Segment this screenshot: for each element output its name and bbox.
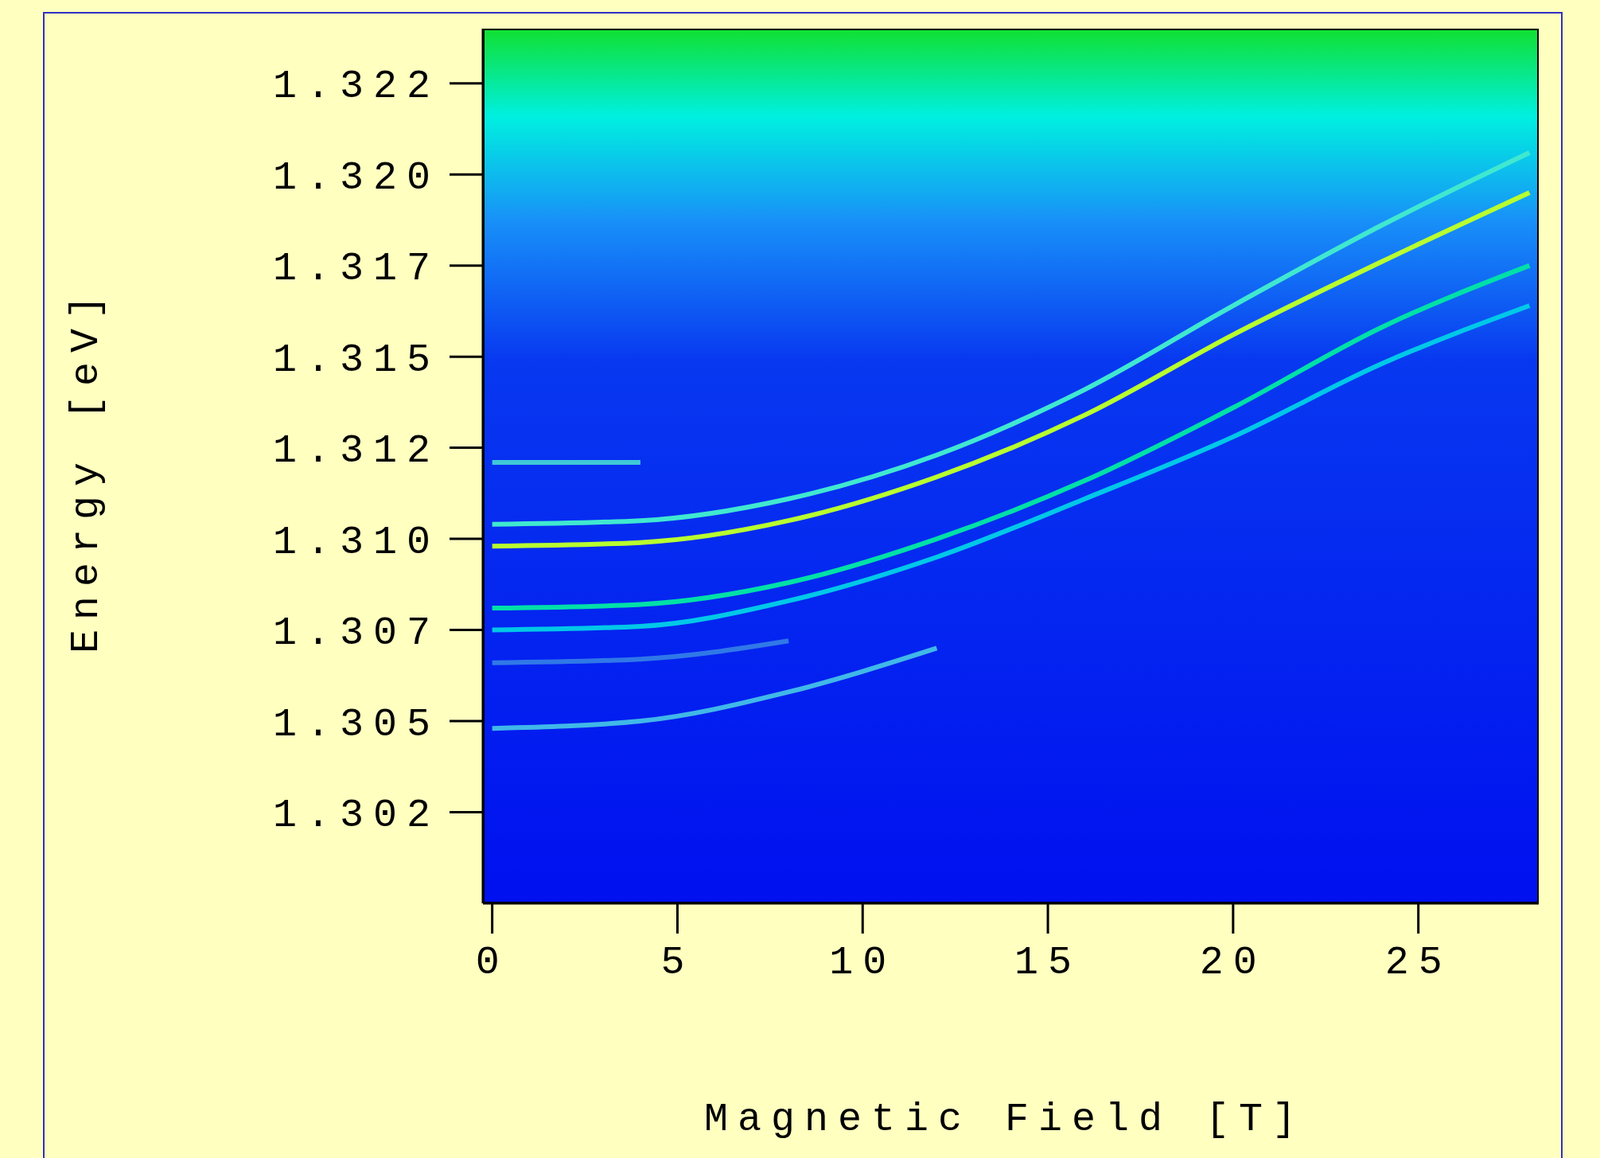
svg-text:15: 15 bbox=[1014, 939, 1082, 985]
svg-text:1.320: 1.320 bbox=[272, 155, 440, 201]
svg-text:1.317: 1.317 bbox=[272, 245, 440, 292]
svg-text:20: 20 bbox=[1199, 939, 1267, 985]
html-text:Magnetic Field [T]: Magnetic Field [T] bbox=[704, 1096, 1306, 1142]
svg-text:0: 0 bbox=[475, 939, 510, 985]
svg-text:10: 10 bbox=[829, 939, 896, 985]
svg-text:1.305: 1.305 bbox=[272, 701, 440, 748]
svg-text:1.312: 1.312 bbox=[272, 428, 440, 474]
svg-text:1.310: 1.310 bbox=[272, 519, 440, 565]
svg-text:1.302: 1.302 bbox=[272, 792, 440, 838]
html-text:Energy [eV]: Energy [eV] bbox=[63, 285, 110, 654]
svg-text:1.307: 1.307 bbox=[272, 610, 440, 656]
svg-text:25: 25 bbox=[1385, 939, 1453, 985]
svg-text:1.315: 1.315 bbox=[272, 337, 440, 383]
svg-text:1.322: 1.322 bbox=[272, 63, 440, 110]
svg-text:5: 5 bbox=[660, 939, 694, 985]
